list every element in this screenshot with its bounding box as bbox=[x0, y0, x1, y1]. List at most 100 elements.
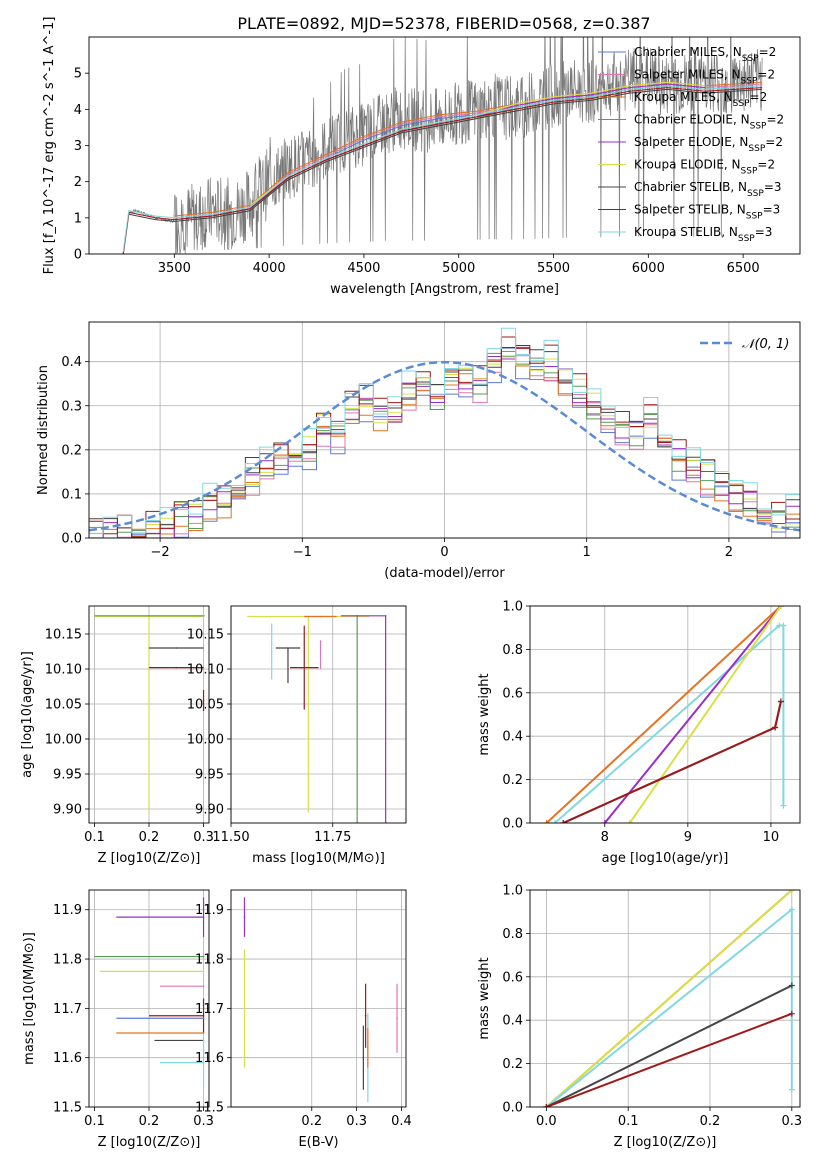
line-marker bbox=[551, 820, 558, 823]
x-tick-label: 11.75 bbox=[314, 830, 351, 845]
data-point bbox=[396, 1017, 398, 1020]
x-tick-label: 10 bbox=[763, 830, 780, 845]
x-tick-label: 4500 bbox=[347, 261, 380, 276]
y-tick-label: 11.7 bbox=[195, 1002, 224, 1017]
legend-label: Kroupa STELIB, NSSP=3 bbox=[634, 225, 772, 244]
x-axis-label: Z [log10(Z/Z⊙)] bbox=[614, 1135, 717, 1150]
data-point bbox=[384, 615, 387, 617]
y-tick-label: 0.3 bbox=[61, 399, 82, 414]
mass-weight-line bbox=[545, 890, 793, 1107]
data-point bbox=[202, 1061, 205, 1064]
y-tick-label: 9.95 bbox=[53, 768, 82, 783]
normal-curve bbox=[89, 360, 800, 532]
x-tick-label: 1 bbox=[583, 545, 591, 560]
x-tick-label: 5500 bbox=[537, 261, 570, 276]
line-marker bbox=[543, 820, 550, 823]
histogram-plot bbox=[89, 327, 800, 538]
x-tick-label: 8 bbox=[601, 830, 609, 845]
legend-subscript: SSP bbox=[747, 189, 764, 199]
data-point bbox=[362, 1056, 365, 1059]
y-tick-label: 0.4 bbox=[61, 355, 82, 370]
y-tick-label: 0.1 bbox=[61, 487, 82, 502]
mass-weight-line bbox=[545, 984, 793, 1107]
legend-label-normal: 𝒩(0, 1) bbox=[742, 337, 789, 352]
mass-weight-line bbox=[545, 606, 782, 823]
x-tick-label: 0.2 bbox=[301, 1114, 322, 1129]
x-tick-label: 6000 bbox=[632, 261, 665, 276]
axes-frame bbox=[88, 36, 801, 255]
data-point bbox=[175, 647, 178, 649]
data-point bbox=[148, 615, 150, 617]
y-axis-label: Flux [f_λ 10^-17 erg cm^-2 s^-1 A^-1] bbox=[42, 17, 57, 275]
legend-label: Kroupa MILES, NSSP=2 bbox=[634, 90, 767, 109]
line-marker bbox=[788, 1086, 795, 1093]
legend-label: Chabrier ELODIE, NSSP=2 bbox=[634, 113, 784, 132]
y-tick-label: 10.05 bbox=[45, 698, 82, 713]
y-tick-label: 10.00 bbox=[187, 733, 224, 748]
y-tick-label: 11.8 bbox=[195, 953, 224, 968]
data-point bbox=[367, 1047, 369, 1049]
errorbar-points bbox=[243, 897, 398, 1103]
y-tick-label: 11.9 bbox=[195, 903, 224, 918]
y-tick-label: 1 bbox=[74, 211, 82, 226]
legend-label: Kroupa ELODIE, NSSP=2 bbox=[634, 158, 775, 177]
legend-count: =2 bbox=[765, 135, 783, 149]
data-point bbox=[202, 955, 205, 958]
y-tick-label: 11.7 bbox=[53, 1002, 82, 1017]
data-point bbox=[202, 1032, 205, 1034]
x-tick-label: 9 bbox=[684, 830, 692, 845]
y-tick-label: 11.6 bbox=[53, 1051, 82, 1066]
errorbar-points bbox=[94, 615, 206, 813]
y-axis-label: mass [log10(M/M⊙)] bbox=[22, 932, 37, 1065]
axes-frame bbox=[88, 889, 210, 1108]
mass-weight-line bbox=[604, 606, 782, 823]
figure-title: PLATE=0892, MJD=52378, FIBERID=0568, z=0… bbox=[237, 14, 650, 33]
y-tick-label: 5 bbox=[74, 67, 82, 82]
y-tick-label: 9.95 bbox=[195, 768, 224, 783]
x-axis-label: Z [log10(Z/Z⊙)] bbox=[98, 1135, 201, 1150]
legend-count: =2 bbox=[759, 45, 777, 59]
x-axis-label: mass [log10(M/M⊙)] bbox=[252, 851, 385, 866]
y-axis-label: Normed distribution bbox=[36, 365, 51, 495]
data-point bbox=[175, 666, 178, 669]
model-line-7 bbox=[122, 88, 763, 254]
mass-weight-line bbox=[628, 606, 782, 823]
x-tick-label: 6500 bbox=[727, 261, 760, 276]
y-tick-label: 0.0 bbox=[502, 1101, 523, 1116]
line-marker bbox=[772, 724, 779, 731]
line-marker bbox=[780, 622, 787, 629]
y-tick-label: 11.8 bbox=[53, 953, 82, 968]
legend-subscript: SSP bbox=[746, 212, 763, 222]
data-point bbox=[287, 647, 289, 649]
legend-count: =2 bbox=[757, 68, 775, 82]
x-tick-label: 0.3 bbox=[193, 1114, 214, 1129]
data-point bbox=[202, 985, 205, 987]
y-tick-label: 0.8 bbox=[502, 927, 523, 942]
y-tick-label: 3 bbox=[74, 139, 82, 154]
legend-count: =3 bbox=[763, 203, 781, 217]
x-tick-label: 0.2 bbox=[139, 830, 160, 845]
x-tick-label: 0.1 bbox=[84, 1114, 105, 1129]
y-tick-label: 9.90 bbox=[195, 803, 224, 818]
y-tick-label: 10.00 bbox=[45, 733, 82, 748]
y-tick-label: 10.15 bbox=[45, 628, 82, 643]
y-tick-label: 0.4 bbox=[502, 1014, 523, 1029]
x-tick-label: 0.4 bbox=[391, 1114, 412, 1129]
y-axis-label: age [log10(age/yr)] bbox=[20, 651, 35, 778]
x-tick-label: 5000 bbox=[442, 261, 475, 276]
panel-1: 3500 4000 4500 5000 5500 6000 6500 0 1 2 3 4 5 wavele… bbox=[42, 17, 801, 297]
x-tick-label: 0.3 bbox=[781, 1114, 802, 1129]
data-point bbox=[202, 916, 205, 918]
model-line-8 bbox=[122, 87, 763, 254]
y-tick-label: 0.0 bbox=[502, 817, 523, 832]
y-tick-label: 0.0 bbox=[61, 532, 82, 547]
y-tick-label: 0.2 bbox=[61, 443, 82, 458]
mass-weight-line bbox=[545, 907, 793, 1107]
errorbar-points bbox=[94, 897, 205, 1088]
legend-subscript: SSP bbox=[748, 144, 765, 154]
legend-count: =2 bbox=[750, 90, 768, 104]
x-axis-label: E(B-V) bbox=[298, 1135, 338, 1150]
x-axis-label: wavelength [Angstrom, rest frame] bbox=[330, 282, 559, 297]
legend-subscript: SSP bbox=[742, 54, 759, 64]
legend-label: Salpeter ELODIE, NSSP=2 bbox=[634, 135, 783, 154]
